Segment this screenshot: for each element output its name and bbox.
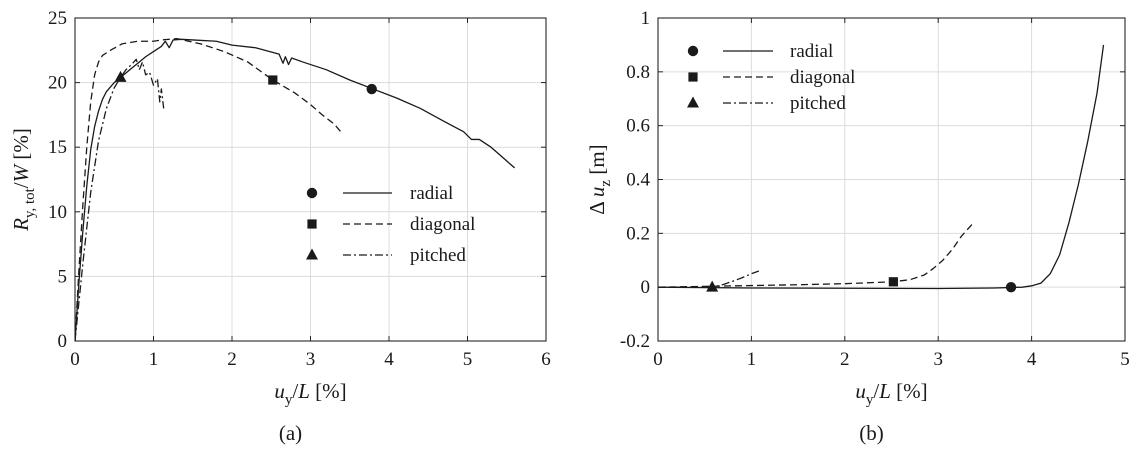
- series-group: [658, 44, 1105, 293]
- y-axis-label: Δ uz [m]: [585, 144, 614, 214]
- y-tick-label: 0.6: [626, 116, 650, 137]
- y-tick-label: 0: [58, 331, 68, 352]
- x-axis-label: uy/L [%]: [274, 379, 346, 408]
- legend-label-radial: radial: [410, 183, 453, 204]
- series-group: [75, 38, 516, 341]
- x-tick-label: 3: [933, 349, 943, 370]
- x-tick-label: 1: [747, 349, 757, 370]
- legend: radial diagonal pitched: [306, 183, 475, 266]
- legend-marker-pitched: [306, 248, 318, 260]
- series-marker-radial: [1005, 281, 1017, 293]
- y-tick-label: -0.2: [620, 331, 650, 352]
- legend-marker-diagonal: [307, 219, 317, 229]
- legend-marker-radial: [306, 187, 318, 199]
- x-tick-label: 4: [384, 349, 394, 370]
- y-tick-label: 20: [48, 73, 67, 94]
- legend-label-pitched: pitched: [410, 245, 466, 266]
- series-marker-radial: [366, 83, 377, 95]
- legend-marker-pitched: [687, 96, 699, 108]
- y-tick-label: 1: [641, 8, 651, 29]
- x-tick-label: 6: [541, 349, 551, 370]
- panel-label: (a): [279, 421, 302, 445]
- x-tick-label: 3: [306, 349, 316, 370]
- x-axis-label: uy/L [%]: [855, 379, 927, 408]
- x-tick-label: 1: [149, 349, 159, 370]
- series-line-pitched: [658, 270, 760, 288]
- y-tick-label: 0.8: [626, 62, 650, 83]
- series-line-diagonal: [658, 222, 975, 288]
- y-tick-label: 0.4: [626, 170, 650, 191]
- legend-item-diagonal: diagonal: [307, 214, 475, 235]
- legend-label-radial: radial: [790, 41, 833, 62]
- series-marker-diagonal: [888, 277, 898, 287]
- series-line-pitched: [75, 58, 165, 341]
- legend: radial diagonal pitched: [687, 41, 855, 114]
- legend-item-radial: radial: [306, 183, 453, 204]
- x-tick-label: 5: [1120, 349, 1130, 370]
- y-tick-label: 0: [641, 277, 651, 298]
- grid: [75, 18, 546, 341]
- y-tick-label: 15: [48, 137, 67, 158]
- chart-panel-a: 0 1 2 3 4 5 6 0 5 10 15 20 25 radial diagonal pitched uy…: [9, 8, 551, 445]
- legend-marker-radial: [687, 45, 699, 57]
- y-axis-label: Ry, tot/W [%]: [9, 128, 38, 232]
- series-line-radial: [658, 44, 1105, 290]
- series-marker-pitched: [114, 70, 127, 82]
- y-tick-label: 10: [48, 202, 67, 223]
- x-tick-label: 2: [227, 349, 237, 370]
- panel-label: (b): [859, 421, 884, 445]
- x-tick-label: 0: [70, 349, 80, 370]
- x-tick-label: 4: [1027, 349, 1037, 370]
- legend-marker-diagonal: [688, 72, 698, 82]
- chart-panel-b: 0 1 2 3 4 5-0.200.20.40.60.81radialdiagonalpi…: [585, 8, 1130, 445]
- legend-label-diagonal: diagonal: [790, 67, 855, 88]
- grid: [658, 18, 1125, 341]
- y-tick-label: 0.2: [626, 223, 650, 244]
- series-marker-diagonal: [268, 75, 278, 85]
- ticks: 0 1 2 3 4 5-0.200.20.40.60.81: [620, 8, 1130, 370]
- legend-item-pitched: pitched: [306, 245, 466, 266]
- legend-item-pitched: pitched: [687, 93, 846, 114]
- legend-label-pitched: pitched: [790, 93, 846, 114]
- series-line-radial: [75, 38, 516, 341]
- series-line-diagonal: [75, 38, 343, 341]
- series-marker-pitched: [706, 280, 719, 292]
- x-tick-label: 0: [653, 349, 663, 370]
- y-tick-label: 5: [58, 266, 68, 287]
- x-tick-label: 5: [463, 349, 473, 370]
- ticks: 0 1 2 3 4 5 6 0 5 10 15 20 25: [48, 8, 551, 370]
- legend-label-diagonal: diagonal: [410, 214, 475, 235]
- legend-item-radial: radial: [687, 41, 833, 62]
- legend-item-diagonal: diagonal: [688, 67, 855, 88]
- x-tick-label: 2: [840, 349, 850, 370]
- y-tick-label: 25: [48, 8, 67, 29]
